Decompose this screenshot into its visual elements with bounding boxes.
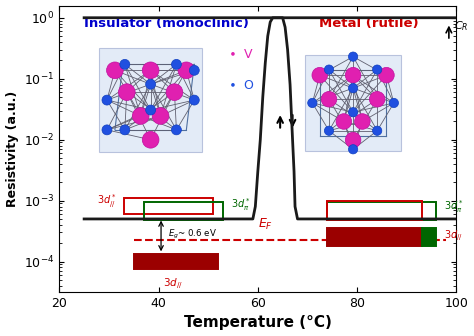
Text: $E_F$: $E_F$ [258,217,273,232]
Bar [124,198,213,214]
Text: $\bullet$  O: $\bullet$ O [228,79,255,92]
Text: Insulator (monoclinic): Insulator (monoclinic) [84,17,249,30]
Text: $3d_{//}^*$: $3d_{//}^*$ [97,194,117,211]
Bar [421,228,437,246]
Text: $3d_{\pi}^*$: $3d_{\pi}^*$ [444,198,464,215]
Text: $3d_{\pi}^*$: $3d_{\pi}^*$ [230,197,250,213]
Bar [327,201,421,220]
Text: $3d_{//}$: $3d_{//}$ [444,228,463,244]
Bar [327,202,437,220]
Text: Metal (rutile): Metal (rutile) [319,17,419,30]
Text: $C_R$: $C_R$ [454,19,468,33]
Bar [144,202,223,220]
Y-axis label: Resistivity (a.u.): Resistivity (a.u.) [6,91,18,207]
X-axis label: Temperature (°C): Temperature (°C) [184,316,332,330]
Bar [327,228,421,246]
Text: $\bullet$  V: $\bullet$ V [228,48,254,61]
Text: $3d_{//}$: $3d_{//}$ [164,277,183,292]
Bar [134,254,218,269]
Text: $E_g$~ 0.6 eV: $E_g$~ 0.6 eV [168,228,218,241]
